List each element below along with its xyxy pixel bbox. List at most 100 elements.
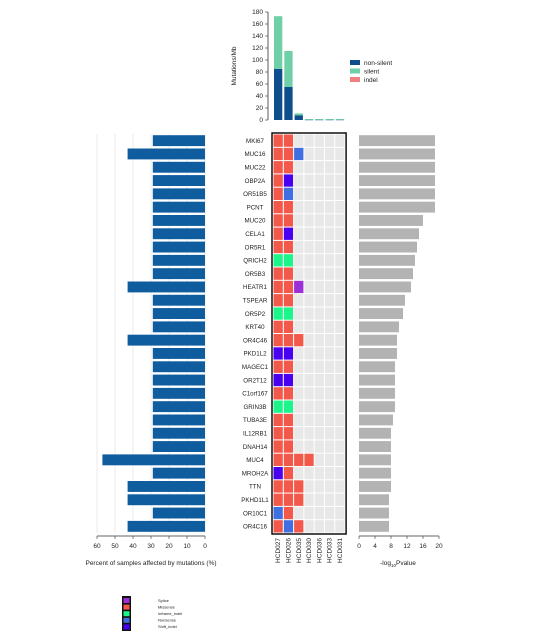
gene-label-MROH2A: MROH2A	[242, 470, 269, 477]
grid-cell	[335, 147, 345, 161]
grid-cell	[325, 400, 335, 413]
grid-cell	[325, 334, 335, 347]
grid-cell	[304, 227, 314, 240]
left-x-tick-label: 40	[129, 543, 137, 550]
grid-cell	[294, 254, 304, 267]
grid-cell	[325, 187, 335, 200]
grid-cell	[325, 453, 335, 466]
grid-cell	[283, 240, 294, 254]
gene-label-DNAH14: DNAH14	[243, 444, 268, 451]
grid-cell	[335, 400, 345, 413]
grid-cell	[335, 240, 345, 254]
mutation-legend-label-Splice: Splice	[158, 598, 170, 603]
gene-label-OR10C1: OR10C1	[243, 510, 268, 517]
grid-cell	[314, 400, 324, 413]
grid-cell	[273, 280, 283, 294]
grid-cell	[335, 254, 345, 267]
grid-cell	[314, 294, 324, 307]
grid-cell	[294, 334, 304, 347]
grid-cell	[304, 320, 314, 333]
top-bar-segment-non-silent	[274, 69, 283, 120]
grid-cell	[283, 360, 294, 373]
grid-cell	[325, 413, 335, 427]
grid-frame	[271, 132, 347, 535]
grid-cell	[314, 240, 324, 254]
grid-cell	[273, 161, 283, 174]
top-legend-label: silent	[364, 68, 379, 75]
sample-label-HCD036: HCD036	[316, 538, 323, 563]
right-x-axis-title-suffix: Pvalue	[396, 560, 416, 567]
grid-cell	[294, 506, 304, 520]
sample-label-HCD035: HCD035	[296, 538, 303, 563]
grid-cell	[273, 347, 283, 360]
grid-cell	[325, 440, 335, 453]
left-bar-OR5R1	[152, 241, 205, 253]
grid-cell	[273, 320, 283, 333]
gene-label-OR4C46: OR4C46	[243, 337, 268, 344]
gene-label-MUC16: MUC16	[245, 151, 267, 158]
grid-cell	[314, 254, 324, 267]
grid-cell	[283, 347, 294, 360]
grid-cell	[294, 467, 304, 480]
grid-cell	[273, 520, 283, 533]
left-bar-KRT40	[152, 321, 205, 333]
left-x-tick-label: 60	[93, 543, 101, 550]
grid-cell	[294, 453, 304, 466]
grid-cell	[335, 480, 345, 493]
top-legend-label: indel	[364, 77, 378, 84]
grid-cell	[325, 320, 335, 333]
right-bar-chart: 0 4 8 12 16 20 -log10Pvalue	[357, 135, 443, 568]
mutation-legend-swatch-Splice	[123, 598, 130, 603]
grid-cell	[294, 347, 304, 360]
grid-cell	[294, 427, 304, 440]
left-bar-IL12RB1	[152, 427, 205, 439]
grid-cell	[325, 240, 335, 254]
grid-cell	[283, 161, 294, 174]
grid-cell	[294, 174, 304, 187]
grid-cell	[294, 294, 304, 307]
left-x-tick-label: 30	[147, 543, 155, 550]
mutation-legend-label-Inframe_indel: Inframe_indel	[158, 611, 182, 616]
grid-cell	[335, 267, 345, 280]
left-x-tick-label: 20	[165, 543, 173, 550]
grid-cell	[335, 467, 345, 480]
grid-cell	[325, 360, 335, 373]
grid-cell	[294, 307, 304, 320]
top-y-tick-label: 80	[256, 69, 264, 76]
grid-cell	[294, 400, 304, 413]
grid-cell	[314, 174, 324, 187]
left-bar-OR2T12	[152, 374, 205, 386]
sample-label-HCD031: HCD031	[337, 538, 344, 563]
grid-cell	[283, 187, 294, 200]
grid-cell	[304, 440, 314, 453]
grid-cell	[304, 187, 314, 200]
left-bar-TUBA3E	[152, 414, 205, 426]
grid-cell	[294, 267, 304, 280]
right-bar-OR4C46	[359, 334, 397, 346]
right-bar-MROH2A	[359, 467, 391, 479]
left-bar-C1orf167	[152, 387, 205, 399]
grid-cell	[304, 480, 314, 493]
grid-cell	[273, 387, 283, 400]
grid-cell	[325, 307, 335, 320]
grid-cell	[304, 347, 314, 360]
grid-cell	[335, 307, 345, 320]
grid-cell	[283, 294, 294, 307]
grid-cell	[283, 214, 294, 227]
gene-label-TUBA3E: TUBA3E	[243, 417, 267, 424]
grid-cell	[335, 334, 345, 347]
left-x-tick-label: 50	[111, 543, 119, 550]
grid-cell	[335, 174, 345, 187]
right-bar-GRIN3B	[359, 401, 395, 413]
grid-cell	[335, 227, 345, 240]
right-bar-TUBA3E	[359, 414, 393, 426]
left-bar-OR51B5	[152, 188, 205, 200]
right-x-axis-title-subscript: 10	[391, 563, 397, 568]
grid-cell	[283, 134, 294, 147]
grid-cell	[294, 134, 304, 147]
grid-cell	[283, 201, 294, 214]
grid-cell	[283, 254, 294, 267]
grid-cell	[294, 480, 304, 493]
grid-cell	[335, 506, 345, 520]
right-x-axis-title: -log10Pvalue	[380, 560, 416, 568]
